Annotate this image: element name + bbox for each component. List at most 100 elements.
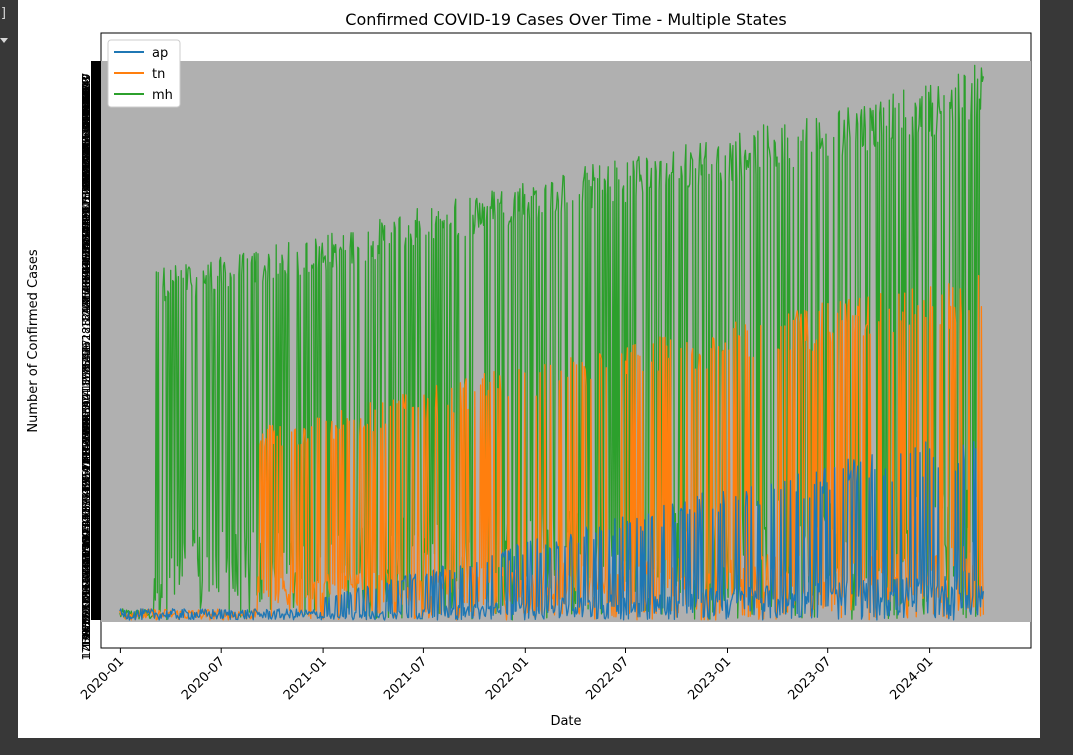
legend-label-ap: ap	[152, 46, 168, 61]
series-line-mh	[119, 64, 985, 621]
y-tick-label: 196583	[80, 604, 93, 646]
figure: 165730 14779 132628 199732 116533 169113 18748…	[18, 0, 1040, 738]
y-tick-label: 160864	[80, 164, 93, 206]
x-tick-label: 2022-07	[583, 654, 632, 703]
notebook-gutter	[0, 0, 18, 755]
y-tick-label: 164382	[80, 548, 93, 590]
y-tick-label: 165730	[80, 155, 93, 197]
y-tick-label: 178940	[80, 411, 93, 453]
y-tick-label: 121138	[80, 136, 93, 178]
y-tick-label: 175779	[80, 449, 93, 491]
x-tick-label: 2021-01	[281, 654, 330, 703]
y-tick-label: 128647	[80, 73, 93, 115]
y-tick-label: 178537	[80, 480, 93, 522]
y-tick-label: 186139	[80, 74, 93, 116]
y-tick-label: 193165	[80, 544, 93, 586]
y-tick-label: 14779	[80, 494, 93, 529]
y-tick-label: 149559	[80, 155, 93, 197]
y-tick-label: 190241	[80, 108, 93, 150]
y-tick-label: 191259	[80, 211, 93, 253]
scroll-gutter	[1040, 0, 1073, 755]
y-tick-label: 116533	[80, 554, 93, 596]
y-tick-label: 159169	[80, 477, 93, 519]
legend: ap tn mh	[107, 39, 181, 108]
y-tick-label: 145039	[80, 271, 93, 313]
y-tick-label: 131507	[80, 391, 93, 433]
y-tick-label: 175228	[80, 171, 93, 213]
y-tick-label: 192778	[80, 230, 93, 272]
y-tick-label: 175577	[80, 339, 93, 381]
y-tick-label: 128299	[80, 143, 93, 185]
y-tick-label: 124146	[80, 436, 93, 478]
x-axis-label: Date	[550, 714, 581, 729]
y-tick-label: 1446	[80, 90, 93, 118]
x-axis-ticks: 2020-01 2020-07 2021-01 2021-07 2022-01 2022-…	[78, 648, 936, 703]
y-tick-label: 118948	[80, 148, 93, 190]
y-tick-label: 179726	[80, 260, 93, 302]
y-tick-label: 172077	[80, 98, 93, 140]
y-tick-label: 15568	[80, 119, 93, 154]
line-chart: 165730 14779 132628 199732 116533 169113 18748…	[26, 10, 1032, 729]
y-tick-label: 191898	[80, 240, 93, 282]
y-tick-label: 175536	[80, 118, 93, 160]
x-tick-label: 2023-01	[685, 654, 734, 703]
y-tick-label: 127545	[80, 349, 93, 391]
y-tick-label: 125625	[80, 617, 93, 659]
y-tick-label: 16603	[80, 76, 93, 111]
x-tick-label: 2020-01	[78, 654, 127, 703]
y-tick-label: 116529	[80, 417, 93, 459]
chevron-down-icon[interactable]	[0, 38, 8, 43]
y-tick-label: 163917	[80, 90, 93, 132]
y-tick-label: 166864	[80, 261, 93, 303]
y-tick-label: 156452	[80, 245, 93, 287]
y-tick-label: 115018	[80, 536, 93, 578]
y-tick-label: 167780	[80, 146, 93, 188]
legend-label-tn: tn	[152, 67, 165, 82]
y-tick-label: 198764	[80, 226, 93, 268]
y-tick-label: 179624	[80, 241, 93, 283]
y-tick-label: 176126	[80, 585, 93, 627]
y-tick-label: 117893	[80, 523, 93, 565]
y-tick-label: 162079	[80, 77, 93, 119]
y-tick-label: 192288	[80, 136, 93, 178]
y-tick-label: 123340	[80, 88, 93, 130]
y-tick-label: 174392	[80, 393, 93, 435]
y-tick-label: 139162	[80, 564, 93, 606]
y-tick-label: 189385	[80, 400, 93, 442]
y-tick-label: 15384	[80, 117, 93, 152]
y-tick-label: 140457	[80, 529, 93, 571]
y-tick-label: 115368	[80, 173, 93, 215]
y-tick-label: 133793	[80, 76, 93, 118]
y-tick-label: 174319	[80, 499, 93, 541]
chart-title: Confirmed COVID-19 Cases Over Time - Mul…	[345, 10, 786, 29]
y-tick-label: 178841	[80, 345, 93, 387]
y-tick-label: 124342	[80, 506, 93, 548]
y-tick-label: 122087	[80, 142, 93, 184]
y-tick-label: 157147	[80, 415, 93, 457]
legend-label-mh: mh	[152, 88, 173, 103]
y-tick-label: 194252	[80, 605, 93, 647]
y-tick-label: 191608	[80, 429, 93, 471]
y-tick-label: 183552	[80, 597, 93, 639]
y-tick-label: 187813	[80, 478, 93, 520]
y-tick-label: 128022	[80, 160, 93, 202]
y-tick-label: 192419	[80, 452, 93, 494]
y-tick-cluster	[91, 61, 101, 620]
y-tick-label: 165929	[80, 451, 93, 493]
y-tick-label: 182586	[80, 419, 93, 461]
y-tick-label: 187484	[80, 563, 93, 605]
y-tick-label: 13590	[80, 600, 93, 635]
y-tick-label: 11397	[80, 523, 93, 558]
y-tick-label: 13937	[80, 614, 93, 649]
y-tick-label: 198344	[80, 393, 93, 435]
y-tick-label: 116076	[80, 562, 93, 604]
y-tick-label: 156646	[80, 89, 93, 131]
y-tick-label: 1868	[80, 365, 93, 393]
y-tick-label: 128299	[80, 298, 93, 340]
cell-prompt-marker: ]	[0, 6, 8, 21]
y-tick-label: 1946	[80, 262, 93, 290]
y-tick-label: 122570	[80, 588, 93, 630]
y-tick-label: 120750	[80, 281, 93, 323]
x-tick-label: 2023-07	[786, 654, 835, 703]
y-tick-label: 174140	[80, 423, 93, 465]
